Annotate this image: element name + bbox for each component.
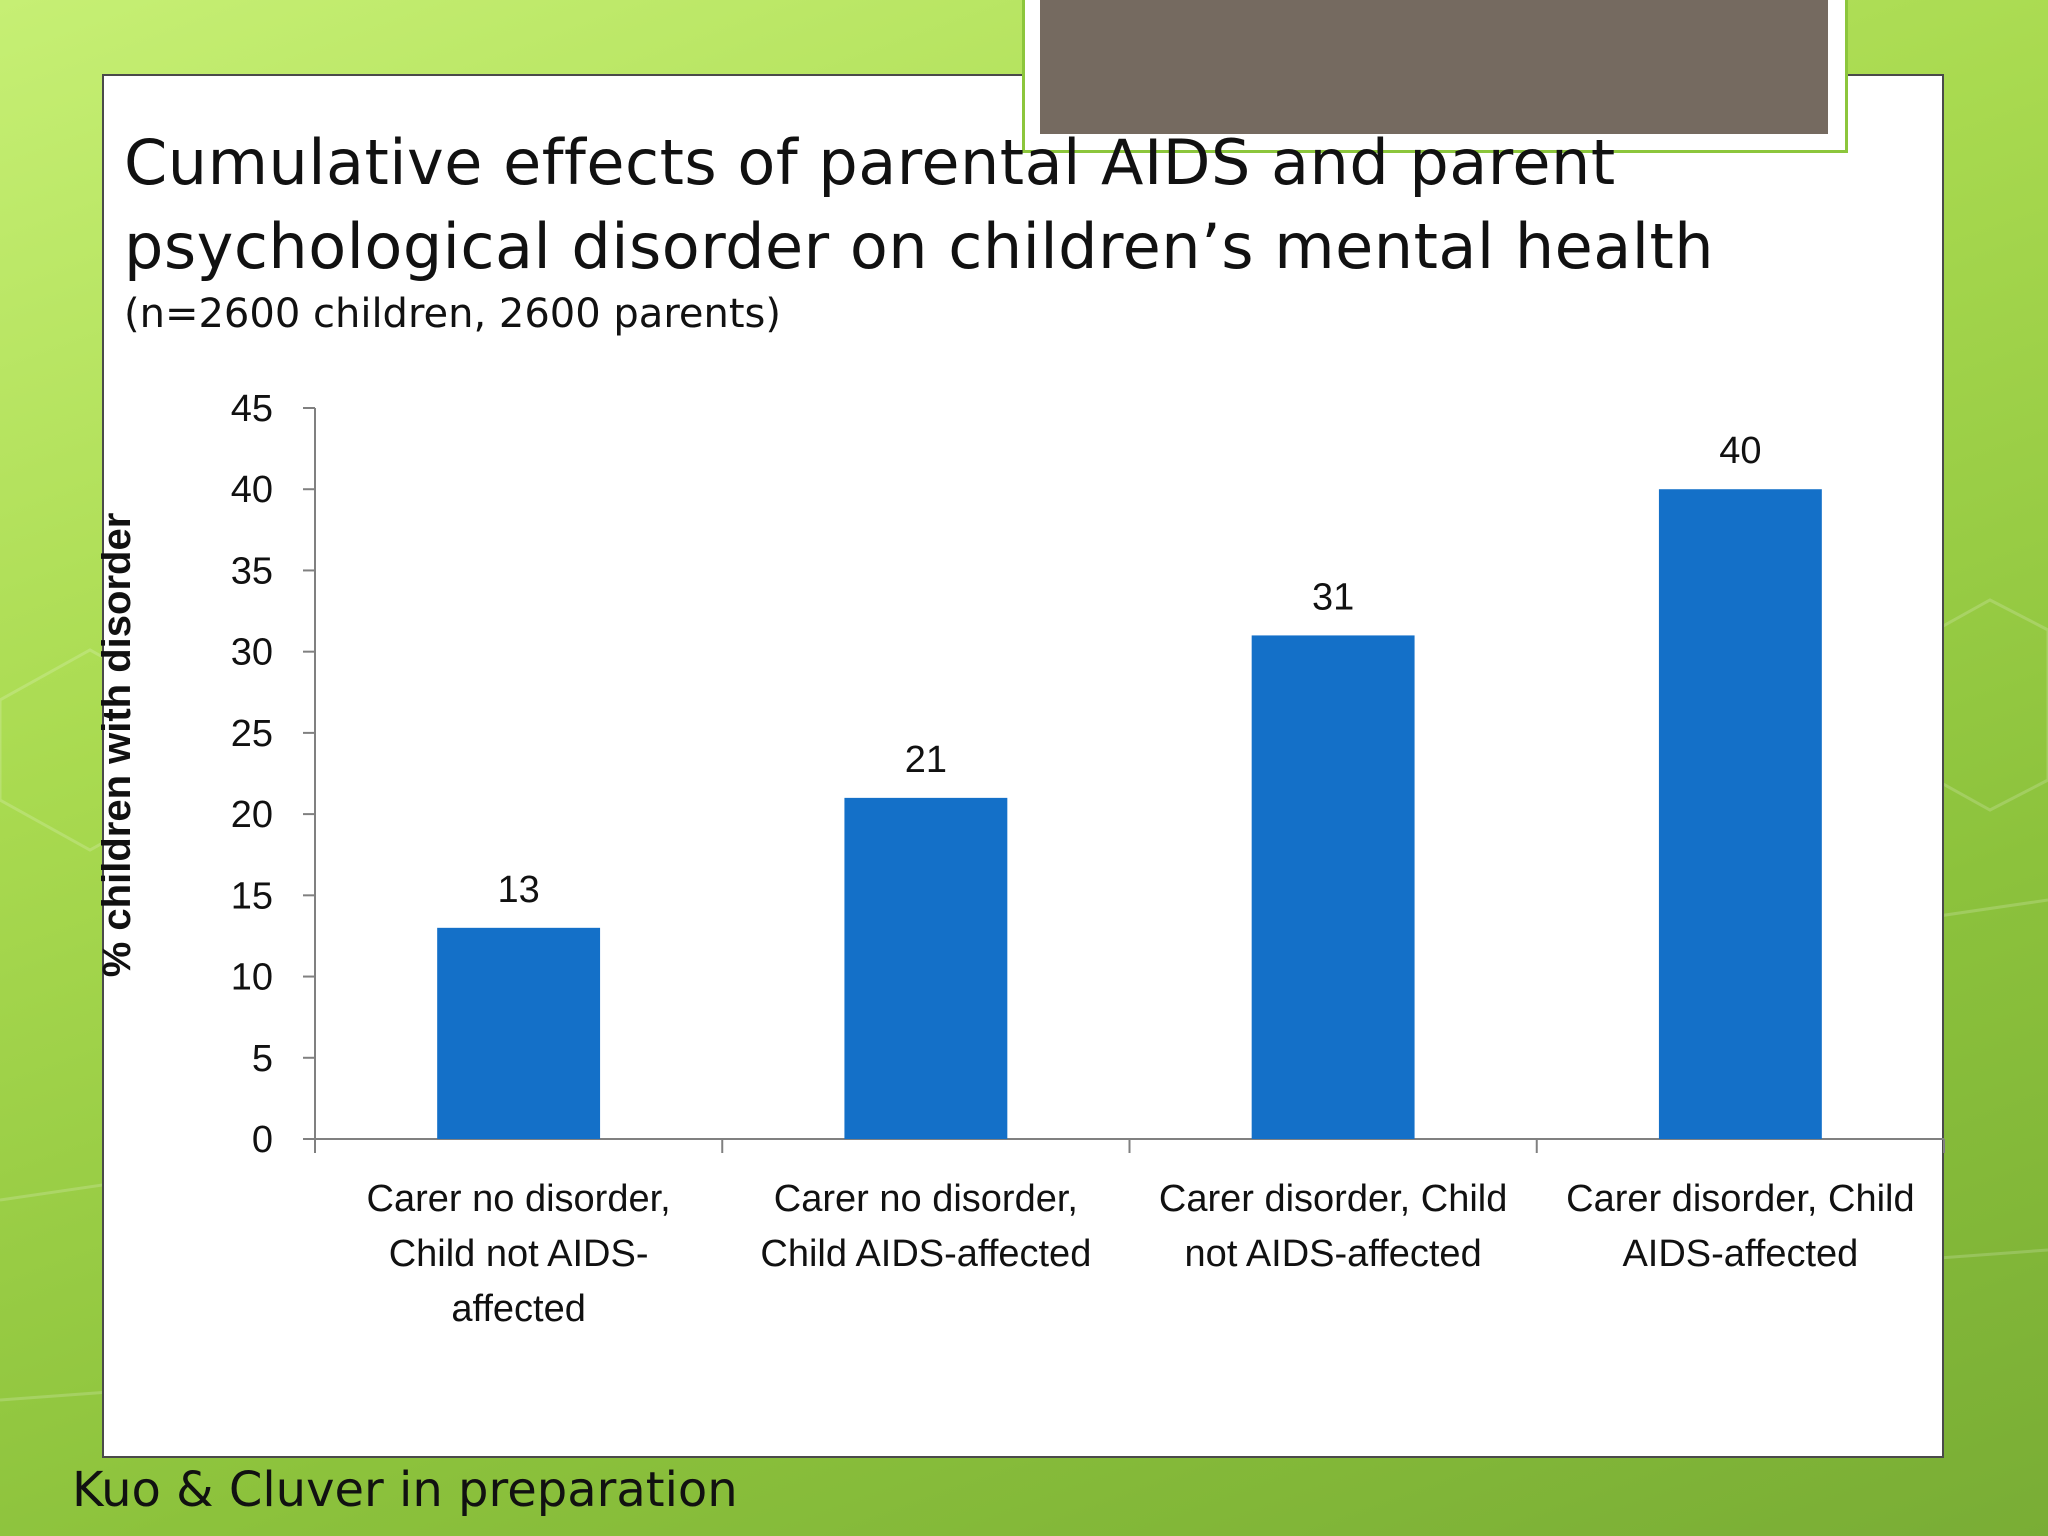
x-tick-label: Carer disorder, Child not AIDS-affected	[1159, 1178, 1507, 1275]
y-axis-title: % children with disorder	[95, 513, 139, 978]
bar	[1658, 489, 1822, 1139]
y-tick-label: 15	[231, 875, 273, 917]
data-label: 21	[905, 739, 947, 781]
bar	[437, 927, 601, 1139]
y-tick-label: 25	[231, 713, 273, 755]
y-tick-label: 35	[231, 550, 273, 592]
y-tick-label: 10	[231, 957, 273, 999]
decorative-box	[1040, 0, 1828, 134]
data-label: 40	[1719, 430, 1761, 472]
y-tick-label: 40	[231, 469, 273, 511]
bar	[844, 797, 1008, 1139]
slide-title-line-1: Cumulative effects of parental AIDS and …	[124, 126, 1616, 199]
data-label: 13	[497, 869, 539, 911]
data-label: 31	[1312, 576, 1354, 618]
bar	[1251, 635, 1415, 1139]
slide-subtitle: (n=2600 children, 2600 parents)	[124, 291, 781, 337]
y-tick-label: 30	[231, 632, 273, 674]
y-tick-label: 45	[231, 388, 273, 430]
footer-credit: Kuo & Cluver in preparation	[72, 1462, 738, 1518]
content-panel	[102, 74, 1944, 1458]
y-tick-label: 5	[252, 1038, 273, 1080]
y-tick-label: 20	[231, 794, 273, 836]
x-tick-label: Carer no disorder, Child AIDS-affected	[760, 1178, 1091, 1275]
x-tick-label: Carer no disorder, Child not AIDS-affecte…	[367, 1178, 671, 1330]
y-tick-label: 0	[252, 1119, 273, 1161]
slide-title-line-2: psychological disorder on children’s men…	[124, 210, 1715, 283]
x-tick-label: Carer disorder, Child AIDS-affected	[1566, 1178, 1914, 1275]
